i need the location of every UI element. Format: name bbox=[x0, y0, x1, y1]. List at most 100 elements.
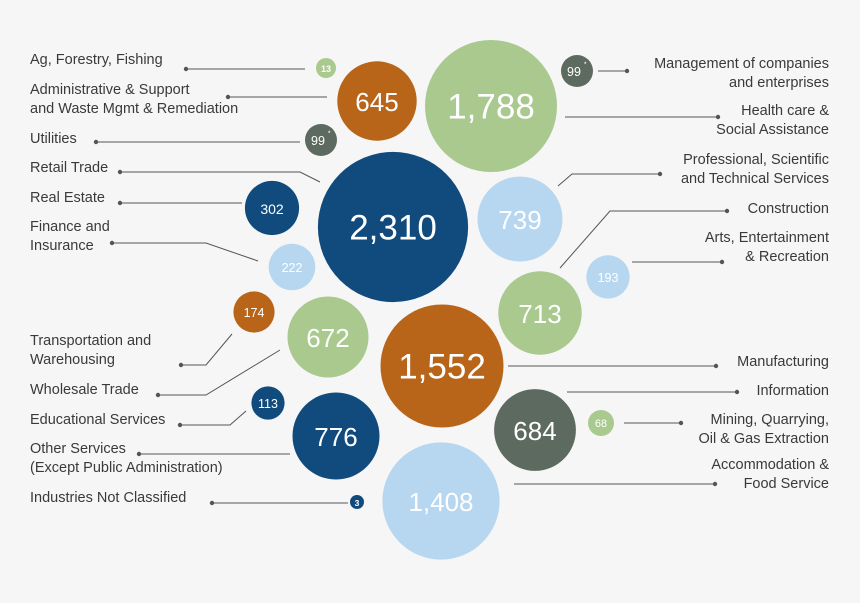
category-label-line: and enterprises bbox=[729, 75, 829, 91]
bubble-util: 99 * bbox=[305, 124, 337, 156]
leader-dot-notclass bbox=[209, 500, 215, 506]
bubble-manufacturing: 1,552 bbox=[380, 304, 504, 428]
leader-dot-wholesale bbox=[155, 392, 161, 398]
bubble-circle-mining bbox=[588, 410, 614, 436]
category-label-line: Information bbox=[756, 383, 829, 399]
bubble-circle-info bbox=[494, 389, 576, 471]
bubble-edu: 113 bbox=[251, 386, 285, 420]
bubble-info: 684 bbox=[494, 389, 576, 471]
category-label-accom: Accommodation & Food Service bbox=[711, 457, 829, 492]
bubble-value-admin: 645 bbox=[355, 87, 398, 117]
bubble-asterisk-util: * bbox=[328, 131, 331, 138]
category-label-construction: Construction bbox=[748, 201, 829, 217]
bubble-finance: 222 bbox=[268, 243, 316, 291]
bubble-health: 1,788 bbox=[425, 40, 557, 172]
bubble-value-mgmt: 99 bbox=[567, 65, 581, 79]
bubble-circle-transport bbox=[233, 291, 275, 333]
bubble-circle-manufacturing bbox=[380, 304, 504, 428]
category-label-wholesale: Wholesale Trade bbox=[30, 382, 139, 398]
category-label-line: Industries Not Classified bbox=[30, 490, 186, 506]
bubble-value-info: 684 bbox=[513, 416, 556, 446]
leader-dot-mgmt bbox=[624, 68, 630, 74]
category-label-mgmt: Management of companies and enterprises bbox=[654, 56, 829, 91]
bubble-value-manufacturing: 1,552 bbox=[398, 348, 486, 387]
leader-dot-info bbox=[734, 389, 740, 395]
category-label-finance: Finance and Insurance bbox=[30, 219, 110, 254]
category-label-line: Finance and bbox=[30, 219, 110, 235]
category-label-line: Other Services bbox=[30, 441, 126, 457]
bubble-circle-wholesale bbox=[287, 296, 369, 378]
bubble-circle-construction bbox=[498, 271, 582, 355]
category-label-line: Ag, Forestry, Fishing bbox=[30, 52, 163, 68]
leader-line-edu bbox=[180, 410, 247, 426]
category-label-line: Health care & bbox=[741, 103, 829, 119]
leader-dot-construction bbox=[724, 208, 730, 214]
leader-dot-other bbox=[136, 451, 142, 457]
bubble-value-notclass: 3 bbox=[355, 498, 360, 508]
category-label-arts: Arts, Entertainment & Recreation bbox=[705, 230, 829, 265]
leader-dot-manufacturing bbox=[713, 363, 719, 369]
bubble-circle-edu bbox=[251, 386, 285, 420]
leader-line-retail bbox=[120, 171, 321, 183]
bubble-circle-prof bbox=[477, 176, 563, 262]
bubble-retail: 2,310 bbox=[317, 151, 469, 303]
category-label-manufacturing: Manufacturing bbox=[737, 354, 829, 370]
bubble-wholesale: 672 bbox=[287, 296, 369, 378]
bubble-circle-mgmt bbox=[561, 55, 593, 87]
bubble-other: 776 bbox=[292, 392, 380, 480]
bubble-circle-notclass bbox=[350, 495, 364, 509]
category-label-line: Food Service bbox=[744, 476, 829, 492]
leader-line-wholesale bbox=[158, 349, 281, 396]
category-label-line: Insurance bbox=[30, 238, 94, 254]
leader-lines bbox=[93, 66, 740, 506]
category-label-line: Educational Services bbox=[30, 412, 165, 428]
bubble-circle-health bbox=[425, 40, 557, 172]
category-label-transport: Transportation and Warehousing bbox=[30, 333, 151, 368]
category-label-notclass: Industries Not Classified bbox=[30, 490, 186, 506]
bubble-construction: 713 bbox=[498, 271, 582, 355]
category-label-line: Manufacturing bbox=[737, 354, 829, 370]
leader-dot-health bbox=[715, 114, 721, 120]
category-label-line: Wholesale Trade bbox=[30, 382, 139, 398]
bubble-circle-ag bbox=[316, 58, 336, 78]
bubble-value-other: 776 bbox=[314, 422, 357, 452]
bubble-value-accom: 1,408 bbox=[408, 487, 473, 517]
bubble-ag: 13 bbox=[316, 58, 336, 78]
bubble-asterisk-mgmt: * bbox=[584, 62, 587, 69]
category-label-line: Professional, Scientific bbox=[683, 152, 829, 168]
category-label-retail: Retail Trade bbox=[30, 160, 108, 176]
bubble-circle-util bbox=[305, 124, 337, 156]
bubble-value-arts: 193 bbox=[598, 271, 619, 285]
category-label-prof: Professional, Scientific and Technical Se… bbox=[681, 152, 829, 187]
bubble-value-retail: 2,310 bbox=[349, 209, 437, 248]
category-label-info: Information bbox=[756, 383, 829, 399]
leader-dot-util bbox=[93, 139, 99, 145]
bubble-accom: 1,408 bbox=[382, 442, 500, 560]
leader-dot-mining bbox=[678, 420, 684, 426]
category-label-line: Oil & Gas Extraction bbox=[698, 431, 829, 447]
bubble-circle-admin bbox=[337, 61, 417, 141]
bubble-value-construction: 713 bbox=[518, 299, 561, 329]
leader-line-construction bbox=[559, 210, 727, 269]
bubble-value-health: 1,788 bbox=[447, 88, 535, 127]
leader-dot-transport bbox=[178, 362, 184, 368]
leader-dot-prof bbox=[657, 171, 663, 177]
bubble-value-util: 99 bbox=[311, 134, 325, 148]
category-label-ag: Ag, Forestry, Fishing bbox=[30, 52, 163, 68]
bubble-mgmt: 99 * bbox=[561, 55, 593, 87]
category-label-admin: Administrative & Support and Waste Mgmt &… bbox=[30, 82, 238, 117]
category-label-line: Utilities bbox=[30, 131, 77, 147]
leader-dot-retail bbox=[117, 169, 123, 175]
bubble-value-ag: 13 bbox=[321, 64, 331, 74]
bubble-circle-arts bbox=[586, 255, 630, 299]
bubble-value-prof: 739 bbox=[498, 205, 541, 235]
category-label-line: Warehousing bbox=[30, 352, 115, 368]
leader-dot-finance bbox=[109, 240, 115, 246]
leader-line-finance bbox=[112, 242, 259, 262]
leader-line-prof bbox=[557, 173, 660, 187]
bubble-arts: 193 bbox=[586, 255, 630, 299]
category-label-line: Retail Trade bbox=[30, 160, 108, 176]
leader-dot-realestate bbox=[117, 200, 123, 206]
